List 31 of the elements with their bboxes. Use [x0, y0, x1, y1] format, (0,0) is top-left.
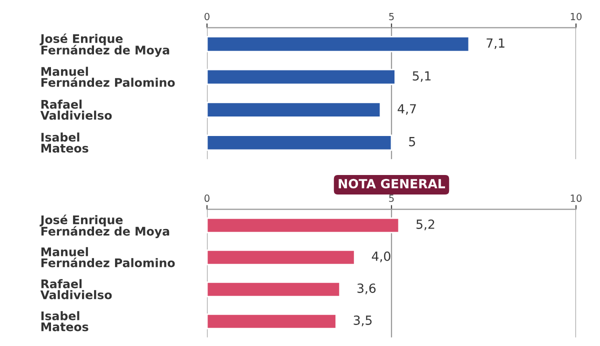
- bar: [207, 281, 341, 298]
- x-tick-label: 10: [570, 194, 582, 202]
- chart-title: NOTA GENERAL: [338, 178, 446, 188]
- x-tick-label: 0: [204, 194, 210, 202]
- data-label: 5,1: [412, 71, 431, 82]
- y-tick-label: Isabel Mateos: [41, 132, 88, 153]
- y-tick-label: José Enrique Fernández de Moya: [40, 214, 170, 238]
- bar: [207, 134, 392, 151]
- y-tick-label: Isabel Mateos: [41, 311, 88, 332]
- data-label: 3,6: [357, 284, 376, 294]
- data-label: 4,7: [398, 104, 416, 115]
- y-tick-label: José Enrique Fernández de Moya: [40, 33, 170, 57]
- bar: [207, 36, 470, 52]
- y-tick-label: Manuel Fernández Palomino: [41, 247, 175, 268]
- x-tick-label: 5: [389, 13, 394, 20]
- data-label: 5,2: [416, 220, 434, 230]
- bar: [207, 217, 400, 234]
- bar: [207, 68, 396, 86]
- data-label: 5: [409, 137, 416, 146]
- bar: [207, 102, 382, 118]
- y-tick-label: Rafael Valdivielso: [40, 100, 112, 120]
- x-tick-label: 0: [204, 12, 210, 20]
- y-tick-label: Rafael Valdivielso: [40, 279, 112, 300]
- x-tick-label: 5: [389, 194, 394, 202]
- data-label: 4,0: [372, 252, 390, 262]
- x-tick-label: 10: [570, 12, 582, 20]
- bar: [207, 313, 337, 330]
- data-label: 7,1: [486, 38, 504, 50]
- bar: [207, 249, 356, 266]
- data-label: 3,5: [354, 316, 372, 326]
- y-tick-label: Manuel Fernández Palomino: [41, 66, 175, 87]
